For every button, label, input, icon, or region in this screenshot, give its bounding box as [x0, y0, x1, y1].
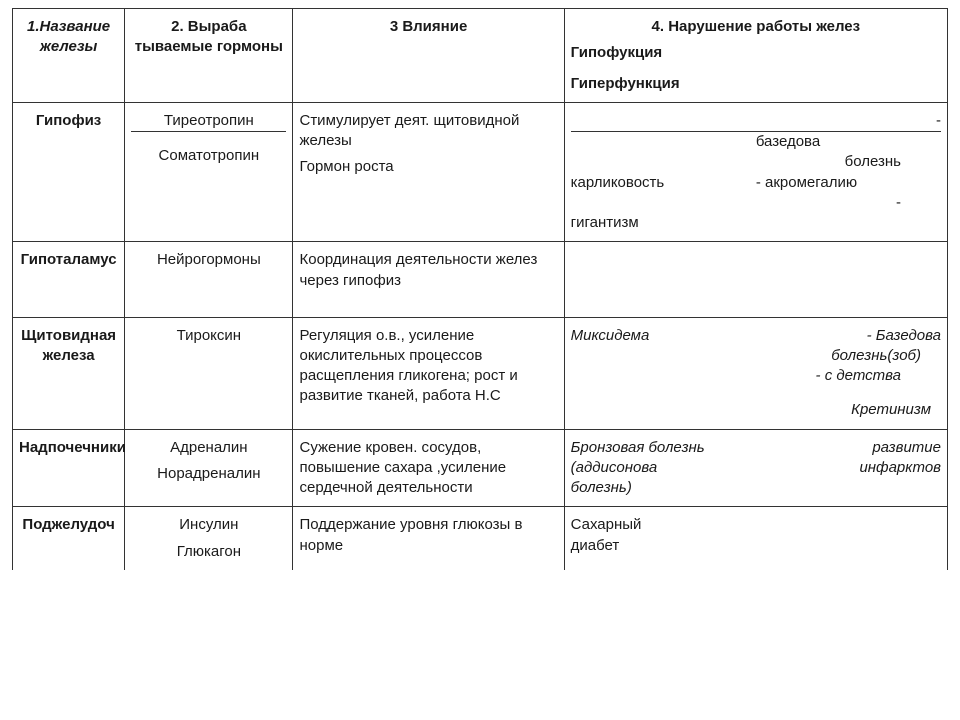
- influence-3-0: Регуляция о.в., усиление окислительных п…: [299, 326, 557, 407]
- dis-4-c: (аддисонова: [571, 458, 756, 478]
- dis-1-e: болезнь: [571, 152, 941, 172]
- dis-1-c: [571, 132, 756, 152]
- row-5: Поджелудоч Инсулин Глюкагон Поддержание …: [13, 507, 948, 570]
- dis-4-e: болезнь): [571, 478, 941, 498]
- dis-5-a: Сахарный: [571, 515, 941, 535]
- dis-1-a: [571, 111, 756, 131]
- dis-4-b: развитие: [756, 438, 941, 458]
- header-col4-sub2: Гиперфункция: [571, 74, 941, 94]
- influence-2-0: Координация деятельности желез через гип…: [299, 250, 557, 291]
- dis-1-g: - акромегалию: [756, 173, 941, 193]
- gland-cell-4: Надпочечники: [13, 429, 125, 507]
- gland-name-4: Надпочечники: [19, 438, 118, 458]
- header-row: 1.Название железы 2. Выраба тываемые гор…: [13, 9, 948, 103]
- hormone-4-0: Адреналин: [131, 438, 286, 458]
- dis-1-i: гигантизм: [571, 213, 941, 233]
- gland-name-3: Щитовидная железа: [19, 326, 118, 367]
- dis-3-e: Кретинизм: [571, 400, 941, 420]
- row-2: Гипоталамус Нейрогормоны Координация дея…: [13, 242, 948, 317]
- header-col4-title: 4. Нарушение работы желез: [571, 17, 941, 37]
- disorder-cell-1: - базедова болезнь карликовость - акроме…: [564, 102, 947, 242]
- gland-cell-2: Гипоталамус: [13, 242, 125, 317]
- row-4: Надпочечники Адреналин Норадреналин Суже…: [13, 429, 948, 507]
- gland-name-2: Гипоталамус: [19, 250, 118, 270]
- gland-cell-5: Поджелудоч: [13, 507, 125, 570]
- header-col2: 2. Выраба тываемые гормоны: [125, 9, 293, 103]
- hormone-cell-1: Тиреотропин Соматотропин: [125, 102, 293, 242]
- dis-1-f: карликовость: [571, 173, 756, 193]
- hormone-4-1: Норадреналин: [131, 464, 286, 484]
- influence-1-1: Гормон роста: [299, 157, 557, 177]
- influence-4-0: Сужение кровен. сосудов, повышение сахар…: [299, 438, 557, 499]
- dis-4-d: инфарктов: [756, 458, 941, 478]
- disorder-cell-3: Миксидема - Базедова болезнь(зоб) - с де…: [564, 317, 947, 429]
- gland-name-1: Гипофиз: [19, 111, 118, 131]
- header-col4: 4. Нарушение работы желез Гипофукция Гип…: [564, 9, 947, 103]
- dis-3-c: болезнь(зоб): [571, 346, 941, 366]
- influence-1-0: Стимулирует деят. щитовидной железы: [299, 111, 557, 152]
- hormone-cell-3: Тироксин: [125, 317, 293, 429]
- hormone-5-1: Глюкагон: [131, 542, 286, 562]
- glands-table: 1.Название железы 2. Выраба тываемые гор…: [12, 8, 948, 570]
- header-col2-l2: тываемые гормоны: [131, 37, 286, 57]
- influence-cell-1: Стимулирует деят. щитовидной железы Горм…: [293, 102, 564, 242]
- influence-cell-4: Сужение кровен. сосудов, повышение сахар…: [293, 429, 564, 507]
- header-col1-text: 1.Название железы: [19, 17, 118, 58]
- gland-name-5: Поджелудоч: [19, 515, 118, 535]
- hormone-cell-5: Инсулин Глюкагон: [125, 507, 293, 570]
- dis-5-b: диабет: [571, 536, 941, 556]
- hormone-cell-2: Нейрогормоны: [125, 242, 293, 317]
- influence-5-0: Поддержание уровня глюкозы в норме: [299, 515, 557, 556]
- hormone-3-0: Тироксин: [131, 326, 286, 346]
- dis-4-a: Бронзовая болезнь: [571, 438, 756, 458]
- disorder-cell-5: Сахарный диабет: [564, 507, 947, 570]
- hormone-5-0: Инсулин: [131, 515, 286, 535]
- influence-cell-3: Регуляция о.в., усиление окислительных п…: [293, 317, 564, 429]
- gland-cell-1: Гипофиз: [13, 102, 125, 242]
- disorder-cell-4: Бронзовая болезнь развитие (аддисонова и…: [564, 429, 947, 507]
- dis-3-b: - Базедова: [756, 326, 941, 346]
- row-3: Щитовидная железа Тироксин Регуляция о.в…: [13, 317, 948, 429]
- hormone-cell-4: Адреналин Норадреналин: [125, 429, 293, 507]
- dis-1-h: -: [571, 193, 941, 213]
- influence-cell-5: Поддержание уровня глюкозы в норме: [293, 507, 564, 570]
- dis-1-b: -: [756, 111, 941, 131]
- hormone-1-1: Соматотропин: [131, 146, 286, 166]
- dis-3-a: Миксидема: [571, 326, 756, 346]
- dis-1-d: базедова: [756, 132, 941, 152]
- header-col2-l1: 2. Выраба: [131, 17, 286, 37]
- influence-cell-2: Координация деятельности желез через гип…: [293, 242, 564, 317]
- hormone-2-0: Нейрогормоны: [131, 250, 286, 270]
- hormone-1-0: Тиреотропин: [131, 111, 286, 132]
- header-col3: 3 Влияние: [293, 9, 564, 103]
- gland-cell-3: Щитовидная железа: [13, 317, 125, 429]
- header-col1: 1.Название железы: [13, 9, 125, 103]
- disorder-cell-2: [564, 242, 947, 317]
- row-1: Гипофиз Тиреотропин Соматотропин Стимули…: [13, 102, 948, 242]
- dis-3-d: - с детства: [571, 366, 941, 386]
- header-col4-sub1: Гипофукция: [571, 43, 941, 63]
- header-col3-text: 3 Влияние: [299, 17, 557, 37]
